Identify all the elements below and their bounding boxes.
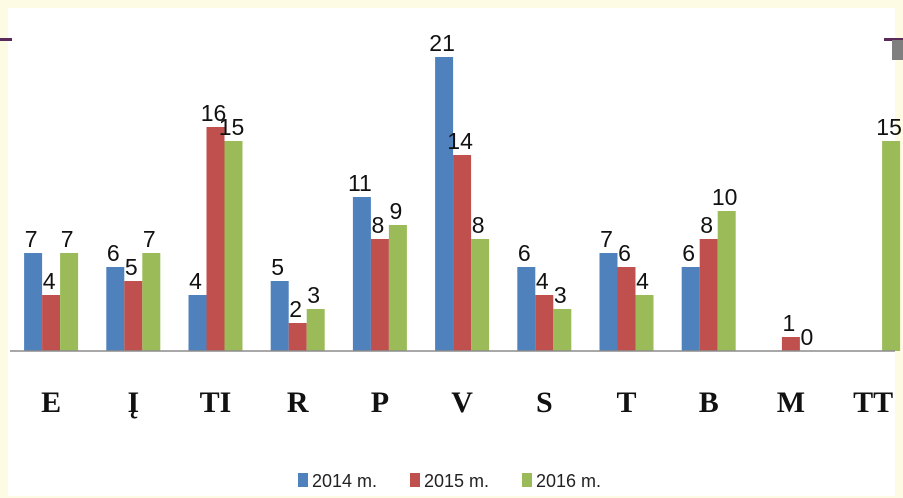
title-rule-right	[884, 38, 903, 41]
value-label: 7	[600, 226, 613, 252]
value-label: 6	[107, 240, 120, 266]
value-label: 7	[61, 226, 74, 252]
bar-2014m-4	[352, 197, 371, 351]
value-label: 2	[289, 296, 302, 322]
bar-2015m-4	[370, 239, 389, 351]
bar-2014m-0	[24, 253, 43, 351]
category-labels-layer: E Į TI R P V S T B M TT	[41, 386, 893, 419]
bar-2016m-2	[224, 141, 243, 351]
bar-2014m-3	[270, 281, 289, 351]
value-label: 3	[554, 282, 567, 308]
legend-swatch	[410, 473, 420, 487]
value-label: 16	[201, 100, 227, 126]
category-label: E	[41, 386, 61, 419]
bar-2014m-6	[517, 267, 536, 351]
value-label: 5	[125, 254, 138, 280]
value-label: 8	[700, 212, 713, 238]
legend-swatch	[298, 473, 308, 487]
category-label: TI	[200, 386, 232, 419]
category-label: R	[287, 386, 309, 419]
bar-2015m-0	[42, 295, 61, 351]
value-label: 10	[712, 184, 738, 210]
legend-swatch	[522, 473, 532, 487]
value-label: 1	[783, 310, 796, 336]
bar-2014m-8	[681, 267, 700, 351]
bar-2015m-6	[535, 295, 554, 351]
bar-2016m-7	[635, 295, 654, 351]
bar-2014m-1	[106, 267, 125, 351]
category-label: V	[451, 386, 473, 419]
bar-2014m-7	[599, 253, 618, 351]
category-label: TT	[853, 386, 893, 419]
bar-2016m-8	[717, 211, 736, 351]
legend-label: 2015 m.	[424, 471, 489, 491]
bar-2016m-3	[306, 309, 325, 351]
title-rule-left	[0, 38, 12, 41]
bar-2016m-10	[882, 141, 901, 351]
category-label: S	[536, 386, 553, 419]
category-label: Į	[127, 386, 139, 419]
value-label: 8	[472, 212, 485, 238]
bar-2016m-4	[388, 225, 407, 351]
value-label: 4	[189, 268, 202, 294]
value-label: 4	[536, 268, 549, 294]
value-label: 0	[801, 324, 814, 350]
value-label: 15	[219, 114, 245, 140]
value-label: 4	[43, 268, 56, 294]
value-label: 21	[429, 30, 455, 56]
category-label: P	[371, 386, 389, 419]
value-label: 7	[143, 226, 156, 252]
bar-2015m-5	[453, 155, 472, 351]
value-label: 3	[307, 282, 320, 308]
value-label: 6	[518, 240, 531, 266]
bar-2015m-8	[699, 239, 718, 351]
decorative-block	[892, 40, 903, 60]
value-label: 5	[271, 254, 284, 280]
bars-layer	[24, 57, 901, 351]
legend-label: 2014 m.	[312, 471, 377, 491]
bar-2015m-3	[288, 323, 307, 351]
legend-label: 2016 m.	[536, 471, 601, 491]
value-label: 8	[372, 212, 385, 238]
bar-2015m-1	[124, 281, 143, 351]
value-label: 6	[618, 240, 631, 266]
value-label: 11	[348, 170, 372, 196]
bar-2016m-6	[553, 309, 572, 351]
value-label: 9	[390, 198, 403, 224]
bar-2014m-2	[188, 295, 207, 351]
bar-2015m-7	[617, 267, 636, 351]
category-label: M	[777, 386, 805, 419]
bar-2015m-9	[781, 337, 800, 351]
bar-2014m-5	[435, 57, 454, 351]
value-label: 4	[636, 268, 649, 294]
value-label: 7	[25, 226, 38, 252]
bar-2016m-0	[60, 253, 79, 351]
bar-2016m-1	[142, 253, 161, 351]
category-label: T	[616, 386, 636, 419]
category-label: B	[699, 386, 719, 419]
legend: 2014 m. 2015 m. 2016 m.	[298, 471, 601, 491]
bar-2015m-2	[206, 127, 225, 351]
value-label: 6	[682, 240, 695, 266]
value-label: 15	[876, 114, 902, 140]
value-label: 14	[447, 128, 473, 154]
bar-2016m-5	[471, 239, 490, 351]
